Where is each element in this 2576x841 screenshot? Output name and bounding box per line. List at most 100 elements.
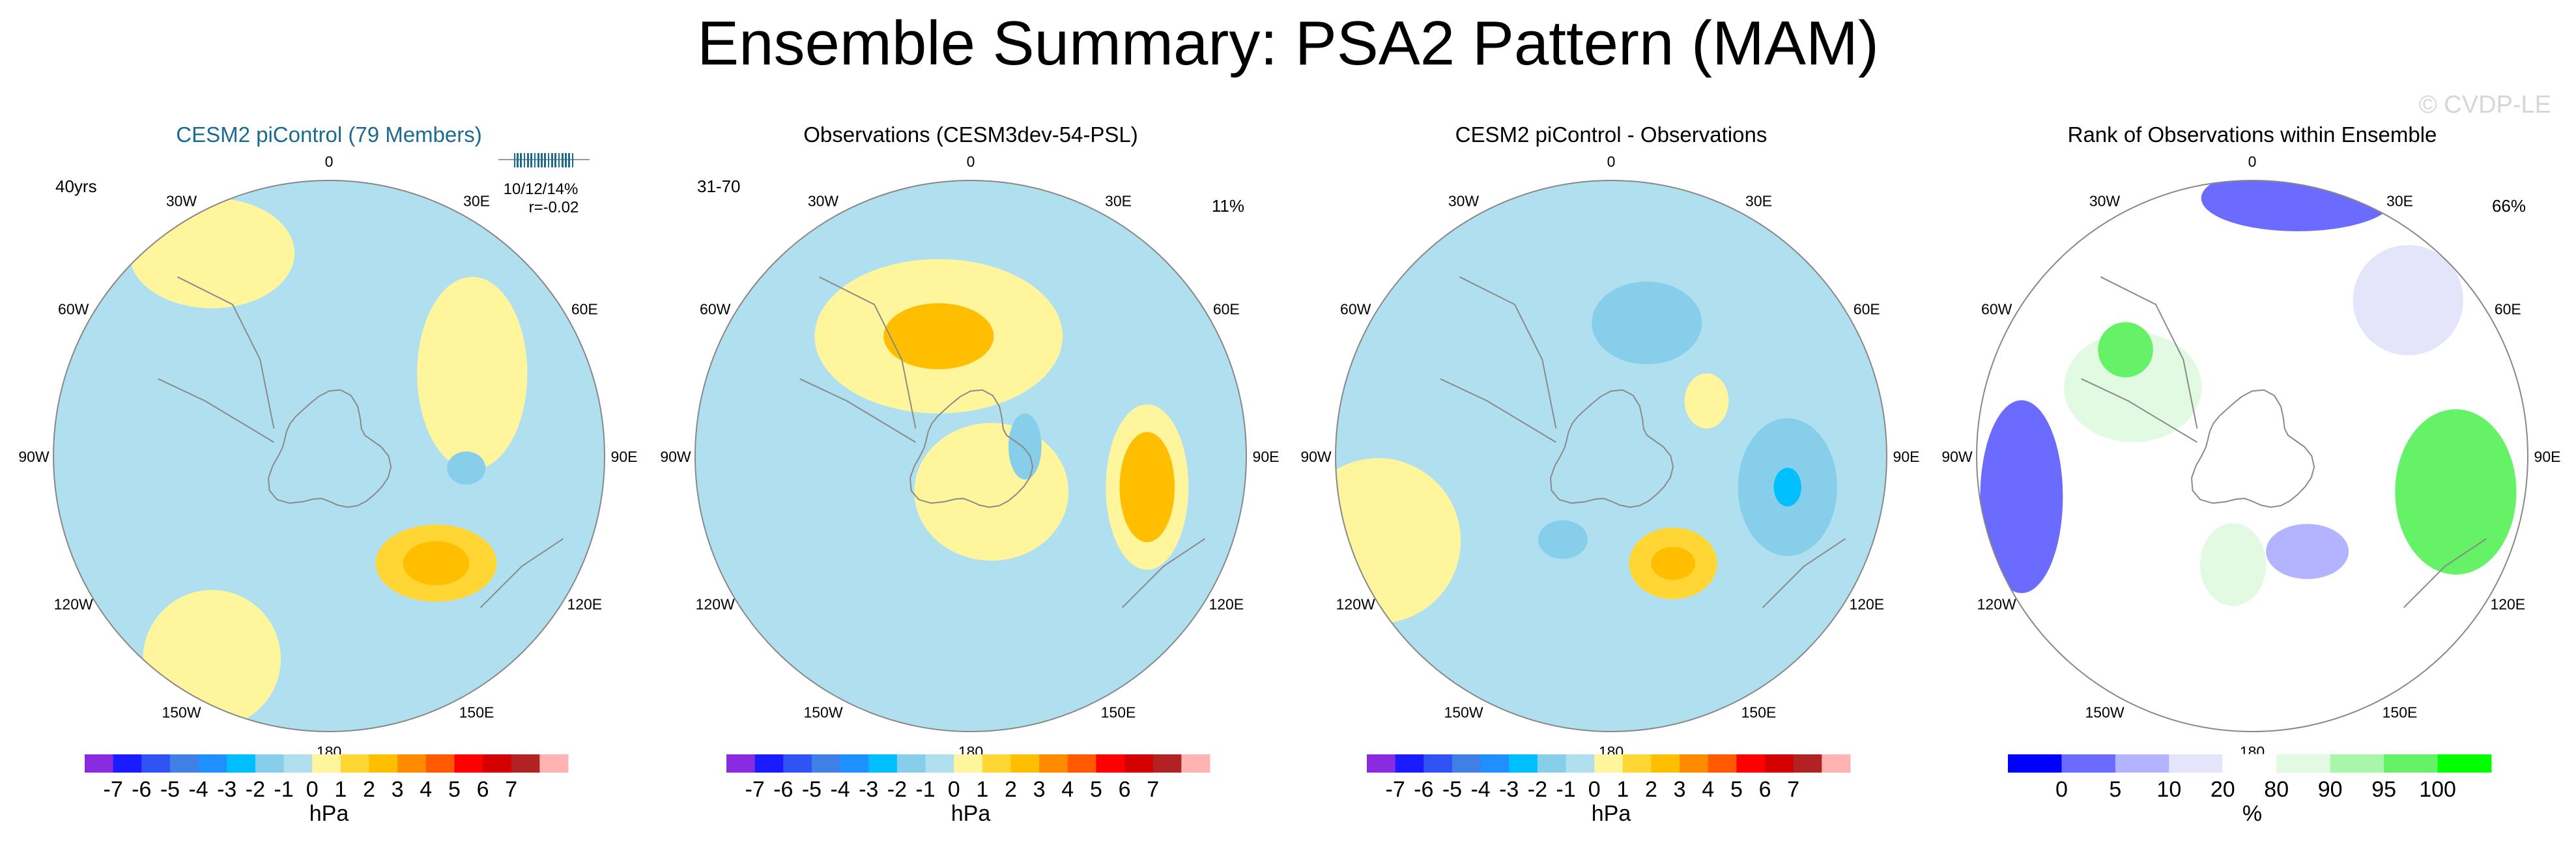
colorbar-swatch xyxy=(783,754,812,773)
colorbar-tick-label: -6 xyxy=(132,777,151,802)
colorbar-swatch xyxy=(1480,754,1510,773)
south-america-coastline xyxy=(1459,276,1557,429)
colorbar-swatch xyxy=(2276,754,2331,773)
lon-label: 0 xyxy=(2248,153,2257,170)
field-contour-2 xyxy=(1773,468,1801,507)
colorbar-swatch xyxy=(425,754,455,773)
field-contour-3 xyxy=(417,277,528,470)
colorbar-swatch xyxy=(982,754,1011,773)
colorbar-tick-label: 2 xyxy=(1005,777,1017,802)
colorbar-tick-label: -7 xyxy=(745,777,765,802)
colorbar-swatch xyxy=(1736,754,1766,773)
colorbar-swatch xyxy=(1181,754,1210,773)
lon-label: 30W xyxy=(2089,193,2121,210)
colorbar-swatch xyxy=(113,754,142,773)
lon-label: 150W xyxy=(803,704,842,720)
lon-label: 90E xyxy=(611,448,638,465)
australia-coastline xyxy=(479,538,564,608)
colorbar-tick-label: 7 xyxy=(1787,777,1799,802)
field-contour-6 xyxy=(2266,524,2349,579)
lon-label: 60E xyxy=(571,301,598,318)
colorbar-swatch xyxy=(840,754,869,773)
panel-title: Rank of Observations within Ensemble xyxy=(2068,122,2437,147)
colorbar-tick-label: 2 xyxy=(363,777,375,802)
field-contour-2 xyxy=(883,303,994,369)
field-contour-7 xyxy=(1008,413,1042,480)
colorbar-swatch xyxy=(2169,754,2224,773)
colorbar-tick-label: 7 xyxy=(505,777,517,802)
colorbar-swatch xyxy=(925,754,954,773)
field-contour-6 xyxy=(1538,520,1588,559)
colorbar-tick-label: -2 xyxy=(246,777,265,802)
map-panel-1: CESM2 piControl (79 Members) 0 30E 60E 90E 12… xyxy=(18,122,637,826)
colorbar-tick-label: -4 xyxy=(188,777,208,802)
lon-label: 150E xyxy=(459,704,494,720)
colorbar-swatch xyxy=(198,754,227,773)
colorbar-units: % xyxy=(2242,801,2262,826)
colorbar-tick-label: 4 xyxy=(420,777,432,802)
lon-label: 150E xyxy=(1741,704,1777,720)
colorbar-tick-label: -3 xyxy=(1499,777,1519,802)
lon-label: 60E xyxy=(2495,301,2521,318)
south-america-coastline xyxy=(2100,276,2198,429)
lon-label: 120W xyxy=(1977,596,2016,613)
lon-label: 0 xyxy=(325,153,334,170)
australia-coastline xyxy=(1762,538,1846,608)
colorbar-tick-label: 95 xyxy=(2371,777,2396,802)
colorbar-tick-label: 5 xyxy=(1730,777,1743,802)
field-contour-3 xyxy=(1980,400,2063,593)
lon-label: 90W xyxy=(18,448,50,465)
colorbar-swatch xyxy=(1010,754,1040,773)
lon-label: 0 xyxy=(1607,153,1616,170)
lon-label: 150W xyxy=(162,704,201,720)
lon-label: 0 xyxy=(967,153,975,170)
field-contour-3 xyxy=(1592,281,1702,365)
colorbar-tick-label: 4 xyxy=(1061,777,1074,802)
lon-label: 120W xyxy=(696,596,735,613)
lon-label: 90W xyxy=(1941,448,1973,465)
colorbar-tick-label: -5 xyxy=(1442,777,1462,802)
map-border xyxy=(53,180,605,732)
field-layer xyxy=(1336,180,1887,732)
colorbar-tick-label: 5 xyxy=(1090,777,1102,802)
map-border xyxy=(1335,180,1887,732)
colorbar-tick-label: -1 xyxy=(1556,777,1575,802)
colorbar-swatch xyxy=(483,754,512,773)
colorbar-swatch xyxy=(1822,754,1851,773)
watermark: © CVDP-LE xyxy=(2418,91,2551,119)
australia-coastline xyxy=(2403,538,2487,608)
field-contour-5 xyxy=(447,451,486,485)
colorbar-swatch xyxy=(141,754,171,773)
stat-label: 10/12/14% xyxy=(504,180,579,198)
lon-label: 90W xyxy=(1300,448,1332,465)
colorbar-swatch xyxy=(2061,754,2116,773)
lon-label: 60W xyxy=(58,301,89,318)
colorbar-swatch xyxy=(896,754,926,773)
colorbar-tick-label: -1 xyxy=(274,777,293,802)
colorbar-tick-label: 3 xyxy=(392,777,404,802)
lon-label: 60W xyxy=(1340,301,1371,318)
lon-label: 150W xyxy=(2085,704,2124,720)
south-america-coastline xyxy=(177,276,275,429)
right-note: 66% xyxy=(2492,196,2526,216)
colorbar-swatch xyxy=(1124,754,1154,773)
colorbar-swatch xyxy=(1039,754,1068,773)
antarctica-coastline xyxy=(267,389,392,508)
field-layer xyxy=(695,180,1246,732)
colorbar-tick-label: -6 xyxy=(773,777,793,802)
colorbar-tick-label: 1 xyxy=(976,777,988,802)
colorbar-tick-label: 20 xyxy=(2211,777,2235,802)
colorbar-swatch xyxy=(454,754,483,773)
colorbar-tick-label: 10 xyxy=(2156,777,2181,802)
lon-label: 60E xyxy=(1853,301,1880,318)
peninsula-coastline xyxy=(2081,378,2197,443)
colorbar-swatch xyxy=(868,754,898,773)
lon-label: 30W xyxy=(1448,193,1480,210)
colorbar-units: hPa xyxy=(951,801,991,826)
left-note: 31-70 xyxy=(697,177,741,196)
colorbar-tick-label: -3 xyxy=(859,777,878,802)
colorbar-swatch xyxy=(1424,754,1453,773)
colorbar-swatch xyxy=(255,754,285,773)
colorbar-tick-label: -4 xyxy=(1470,777,1490,802)
